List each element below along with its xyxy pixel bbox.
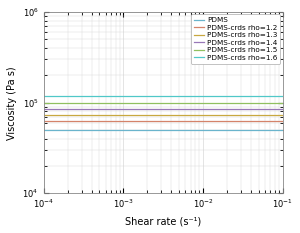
PDMS-crds rho=1.2 [42,120,45,123]
PDMS-crds rho=1.4 [281,107,284,110]
PDMS-crds rho=1.4 [223,107,227,110]
PDMS-crds rho=1.3 [56,113,60,116]
PDMS [194,129,198,131]
PDMS-crds rho=1.4 [187,107,190,110]
PDMS-crds rho=1.6 [281,95,284,98]
PDMS [223,129,227,131]
PDMS-crds rho=1.3 [248,113,251,116]
PDMS-crds rho=1.5 [181,101,184,104]
PDMS [56,129,60,131]
PDMS-crds rho=1.2 [181,120,184,123]
PDMS-crds rho=1.2 [56,120,60,123]
PDMS-crds rho=1.3 [181,113,184,116]
PDMS [42,129,45,131]
PDMS-crds rho=1.5 [223,101,227,104]
PDMS-crds rho=1.5 [56,101,60,104]
X-axis label: Shear rate (s⁻¹): Shear rate (s⁻¹) [125,216,201,226]
PDMS-crds rho=1.4 [42,107,45,110]
PDMS [181,129,184,131]
PDMS-crds rho=1.4 [248,107,251,110]
PDMS [248,129,251,131]
PDMS-crds rho=1.6 [248,95,251,98]
PDMS-crds rho=1.5 [42,101,45,104]
PDMS-crds rho=1.3 [194,113,198,116]
PDMS-crds rho=1.4 [56,107,60,110]
Legend: PDMS, PDMS-crds rho=1.2, PDMS-crds rho=1.3, PDMS-crds rho=1.4, PDMS-crds rho=1.5: PDMS, PDMS-crds rho=1.2, PDMS-crds rho=1… [190,14,280,64]
PDMS [187,129,190,131]
PDMS-crds rho=1.3 [223,113,227,116]
PDMS-crds rho=1.5 [187,101,190,104]
PDMS-crds rho=1.3 [42,113,45,116]
PDMS [281,129,284,131]
PDMS-crds rho=1.6 [223,95,227,98]
PDMS-crds rho=1.6 [56,95,60,98]
PDMS-crds rho=1.4 [194,107,198,110]
PDMS-crds rho=1.2 [194,120,198,123]
PDMS-crds rho=1.5 [194,101,198,104]
PDMS-crds rho=1.6 [42,95,45,98]
PDMS-crds rho=1.6 [194,95,198,98]
PDMS-crds rho=1.3 [281,113,284,116]
PDMS-crds rho=1.4 [181,107,184,110]
PDMS-crds rho=1.2 [187,120,190,123]
PDMS-crds rho=1.3 [187,113,190,116]
PDMS-crds rho=1.6 [181,95,184,98]
Y-axis label: Viscosity (Pa s): Viscosity (Pa s) [7,66,17,140]
PDMS-crds rho=1.5 [281,101,284,104]
PDMS-crds rho=1.5 [248,101,251,104]
PDMS-crds rho=1.6 [187,95,190,98]
PDMS-crds rho=1.2 [223,120,227,123]
PDMS-crds rho=1.2 [281,120,284,123]
PDMS-crds rho=1.2 [248,120,251,123]
